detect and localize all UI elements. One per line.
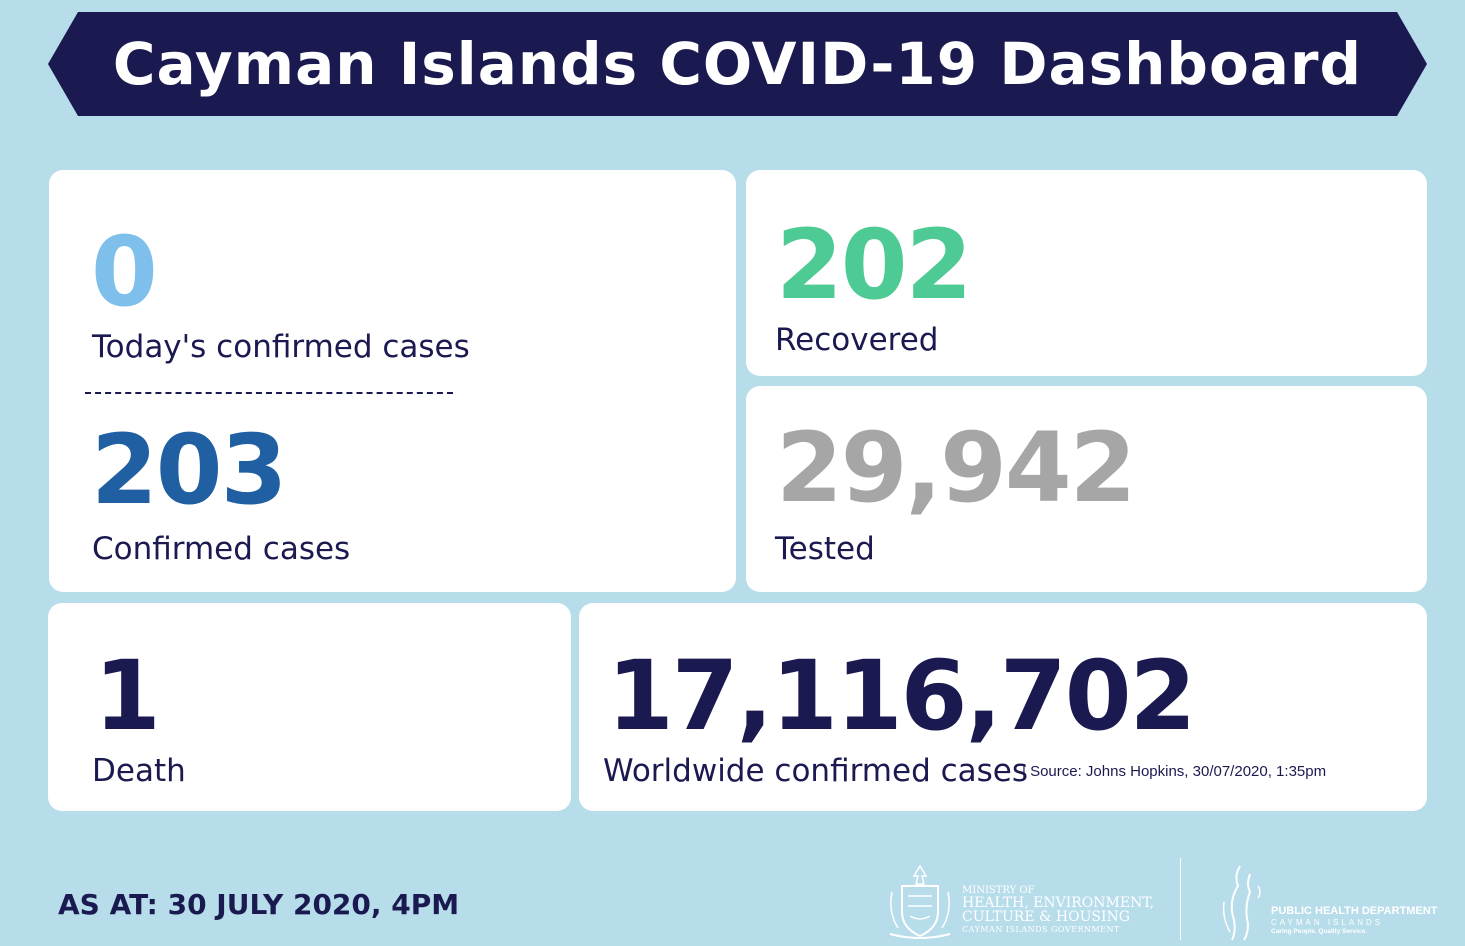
recovered-value: 202 [776, 209, 972, 321]
coat-of-arms-logo [889, 864, 951, 939]
phd-line1: PUBLIC HEALTH DEPARTMENT [1271, 905, 1438, 917]
ministry-line3: CULTURE & HOUSING [962, 909, 1130, 925]
worldwide-value: 17,116,702 [607, 640, 1196, 752]
today-cases-label: Today's confirmed cases [92, 329, 470, 365]
ministry-logo-text: MINISTRY OF HEALTH, ENVIRONMENT, CULTURE… [962, 886, 1154, 934]
tested-label: Tested [775, 531, 875, 567]
phd-logo-text: PUBLIC HEALTH DEPARTMENT CAYMAN ISLANDS … [1271, 906, 1437, 936]
as-at-date: AS AT: 30 JULY 2020, 4PM [58, 888, 460, 921]
confirmed-cases-label: Confirmed cases [92, 531, 351, 567]
phd-line3: Caring People. Quality Service. [1271, 928, 1368, 935]
recovered-card: 202 Recovered [746, 170, 1427, 376]
ministry-line2: HEALTH, ENVIRONMENT, [962, 895, 1155, 911]
cases-card: 0 Today's confirmed cases 203 Confirmed … [49, 170, 736, 592]
death-value: 1 [94, 640, 161, 752]
worldwide-card: 17,116,702 Worldwide confirmed cases | S… [579, 603, 1427, 811]
confirmed-cases-value: 203 [91, 414, 287, 526]
death-card: 1 Death [48, 603, 571, 811]
ministry-line1: MINISTRY OF [962, 885, 1035, 896]
source-note: | Source: Johns Hopkins, 30/07/2020, 1:3… [1022, 763, 1327, 780]
public-health-logo [1222, 865, 1261, 941]
recovered-label: Recovered [775, 322, 939, 358]
tested-card: 29,942 Tested [746, 386, 1427, 592]
tested-value: 29,942 [776, 412, 1136, 524]
worldwide-label: Worldwide confirmed cases [603, 753, 1029, 789]
page-title: Cayman Islands COVID-19 Dashboard [112, 30, 1363, 98]
today-cases-value: 0 [91, 216, 158, 328]
title-banner: Cayman Islands COVID-19 Dashboard [48, 12, 1427, 116]
phd-line2: CAYMAN ISLANDS [1271, 918, 1384, 927]
ministry-line4: CAYMAN ISLANDS GOVERNMENT [962, 925, 1120, 934]
dashed-divider [85, 392, 453, 394]
death-label: Death [92, 753, 186, 789]
logo-divider [1180, 858, 1181, 940]
